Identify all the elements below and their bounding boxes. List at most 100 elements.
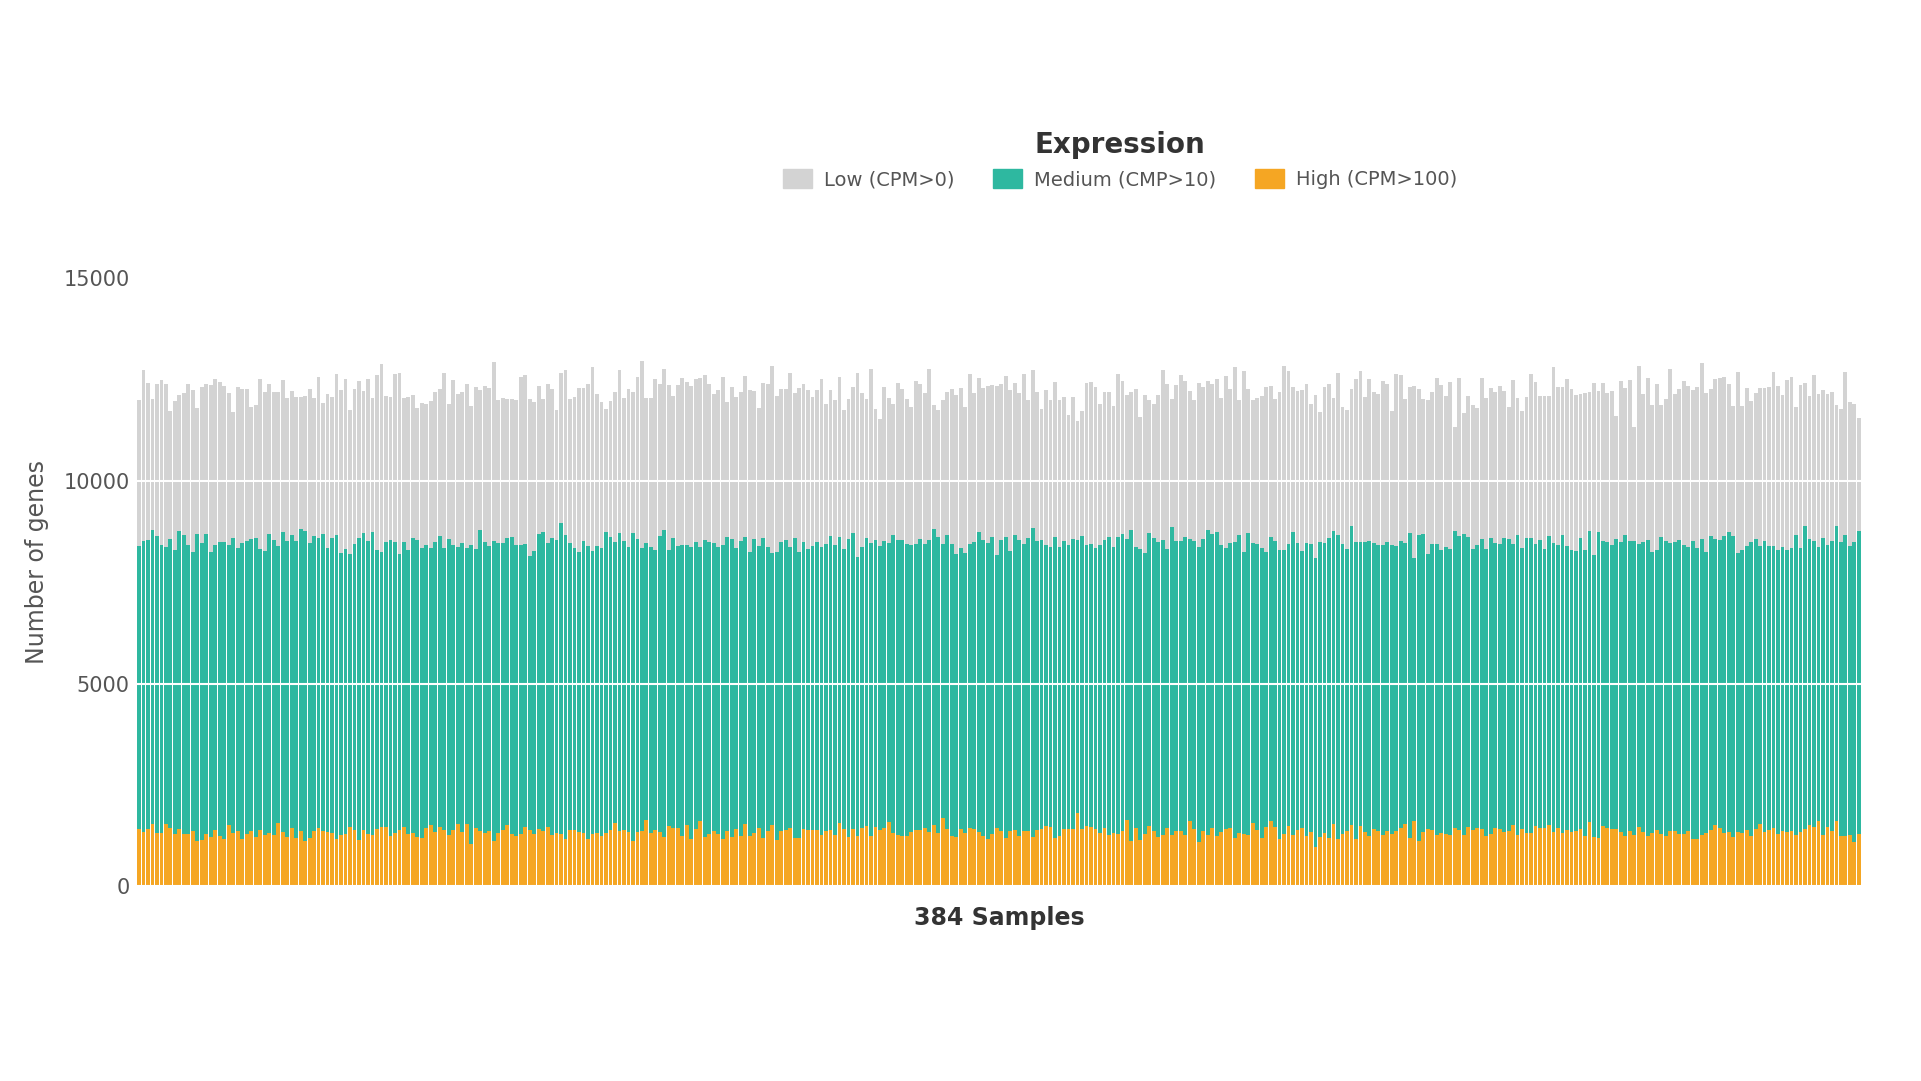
Bar — [1022, 545, 1026, 831]
Bar — [401, 543, 405, 827]
Bar — [1301, 390, 1304, 551]
Bar — [1633, 835, 1637, 886]
Bar — [686, 382, 690, 546]
Bar — [136, 829, 140, 886]
Bar — [569, 830, 572, 886]
Bar — [523, 827, 526, 886]
Bar — [173, 835, 177, 886]
Bar — [982, 539, 985, 836]
Bar — [1350, 825, 1352, 886]
Bar — [1224, 376, 1228, 548]
Bar — [1026, 400, 1030, 538]
Bar — [720, 377, 724, 546]
Bar — [1614, 539, 1617, 829]
Bar — [1058, 547, 1062, 837]
Bar — [555, 540, 559, 833]
Bar — [882, 828, 886, 886]
Bar — [784, 830, 788, 886]
Bar — [596, 833, 599, 886]
Bar — [182, 833, 186, 886]
Bar — [250, 538, 254, 831]
Bar — [1327, 838, 1331, 886]
Bar — [1516, 398, 1520, 535]
Bar — [1350, 526, 1352, 825]
Bar — [861, 828, 864, 886]
Bar — [995, 386, 999, 556]
Bar — [1197, 842, 1201, 886]
Bar — [204, 385, 207, 534]
Bar — [1166, 384, 1170, 549]
Bar — [1331, 531, 1335, 824]
Bar — [177, 829, 181, 886]
Bar — [398, 373, 401, 555]
Bar — [868, 836, 872, 886]
Bar — [313, 831, 315, 886]
Bar — [1418, 841, 1422, 886]
Bar — [1183, 537, 1187, 835]
Bar — [257, 379, 261, 549]
Bar — [653, 379, 657, 550]
Bar — [159, 546, 163, 832]
Bar — [1032, 838, 1035, 886]
Bar — [509, 399, 513, 537]
Bar — [150, 531, 154, 825]
Bar — [895, 384, 899, 540]
Bar — [559, 523, 563, 833]
Bar — [1838, 410, 1842, 543]
Bar — [713, 393, 717, 544]
Bar — [271, 539, 275, 835]
Bar — [280, 381, 284, 533]
Bar — [515, 836, 519, 886]
Bar — [609, 830, 613, 886]
Legend: Low (CPM>0), Medium (CMP>10), High (CPM>100): Low (CPM>0), Medium (CMP>10), High (CPM>… — [784, 131, 1456, 189]
Bar — [1214, 532, 1218, 836]
Bar — [173, 401, 177, 550]
Bar — [425, 828, 428, 886]
Bar — [371, 398, 375, 532]
Bar — [186, 833, 190, 886]
Bar — [1844, 836, 1848, 886]
Bar — [482, 542, 486, 833]
Bar — [1214, 379, 1218, 532]
Bar — [807, 549, 811, 830]
Bar — [1767, 830, 1771, 886]
Bar — [1740, 833, 1744, 886]
Bar — [1318, 543, 1322, 837]
Bar — [1458, 830, 1462, 886]
Bar — [672, 828, 676, 886]
Bar — [955, 837, 959, 886]
Bar — [838, 377, 841, 537]
Bar — [1130, 391, 1133, 531]
Bar — [371, 835, 375, 886]
Bar — [1053, 839, 1057, 886]
Bar — [546, 827, 549, 886]
Bar — [411, 832, 415, 886]
Bar — [1156, 396, 1160, 543]
Bar — [959, 388, 962, 548]
Bar — [150, 399, 154, 531]
Bar — [1458, 378, 1462, 536]
Bar — [415, 837, 419, 886]
Bar — [1381, 382, 1385, 545]
Bar — [582, 388, 586, 540]
Bar — [932, 405, 936, 530]
Bar — [1408, 387, 1412, 533]
Bar — [726, 831, 730, 886]
Bar — [753, 833, 757, 886]
Bar — [815, 542, 818, 830]
Bar — [559, 373, 563, 523]
Bar — [905, 545, 909, 836]
Bar — [797, 552, 801, 838]
Bar — [1314, 848, 1318, 886]
Bar — [1404, 400, 1408, 544]
Bar — [1825, 393, 1829, 546]
Bar — [1750, 542, 1754, 836]
Bar — [1089, 827, 1093, 886]
Bar — [1012, 384, 1016, 535]
Bar — [815, 830, 818, 886]
Bar — [509, 537, 513, 835]
Bar — [599, 836, 603, 886]
Bar — [1126, 539, 1130, 820]
Bar — [1139, 840, 1143, 886]
Bar — [263, 392, 267, 551]
